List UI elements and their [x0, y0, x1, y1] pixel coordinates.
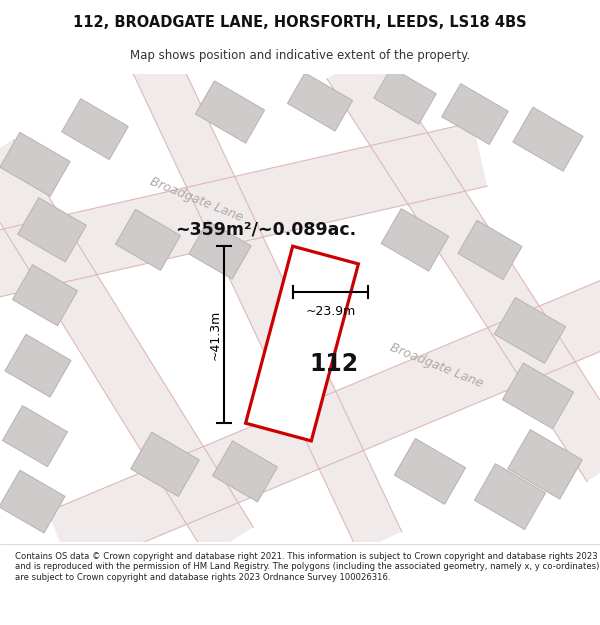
Polygon shape	[0, 122, 487, 302]
Polygon shape	[196, 81, 265, 143]
Polygon shape	[287, 73, 353, 131]
Text: Broadgate Lane: Broadgate Lane	[148, 175, 245, 224]
Text: Broadgate Lane: Broadgate Lane	[388, 341, 485, 391]
Polygon shape	[245, 246, 358, 441]
Polygon shape	[131, 432, 199, 496]
Polygon shape	[13, 265, 77, 326]
Polygon shape	[327, 49, 600, 481]
Polygon shape	[62, 99, 128, 159]
Polygon shape	[508, 429, 582, 499]
Polygon shape	[0, 132, 70, 196]
Polygon shape	[5, 334, 71, 397]
Polygon shape	[212, 441, 278, 502]
Polygon shape	[502, 363, 574, 429]
Polygon shape	[394, 439, 466, 504]
Polygon shape	[47, 265, 600, 572]
Polygon shape	[513, 107, 583, 171]
Polygon shape	[2, 406, 68, 467]
Text: Map shows position and indicative extent of the property.: Map shows position and indicative extent…	[130, 49, 470, 62]
Polygon shape	[0, 470, 65, 533]
Polygon shape	[115, 209, 181, 271]
Polygon shape	[494, 298, 566, 363]
Polygon shape	[374, 68, 436, 124]
Text: ~23.9m: ~23.9m	[305, 305, 356, 318]
Polygon shape	[458, 220, 522, 279]
Polygon shape	[381, 209, 449, 271]
Text: 112: 112	[310, 352, 359, 376]
Polygon shape	[0, 139, 253, 556]
Text: 112, BROADGATE LANE, HORSFORTH, LEEDS, LS18 4BS: 112, BROADGATE LANE, HORSFORTH, LEEDS, L…	[73, 14, 527, 29]
Polygon shape	[133, 53, 401, 552]
Text: Contains OS data © Crown copyright and database right 2021. This information is : Contains OS data © Crown copyright and d…	[15, 552, 599, 582]
Text: ~41.3m: ~41.3m	[209, 309, 222, 360]
Polygon shape	[442, 84, 508, 144]
Text: ~359m²/~0.089ac.: ~359m²/~0.089ac.	[175, 221, 356, 239]
Polygon shape	[17, 198, 86, 262]
Polygon shape	[475, 464, 545, 529]
Polygon shape	[189, 221, 251, 279]
